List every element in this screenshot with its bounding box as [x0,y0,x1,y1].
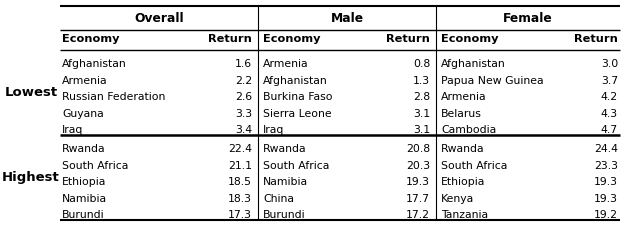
Text: Rwanda: Rwanda [62,144,106,154]
Text: Lowest: Lowest [4,86,58,99]
Text: Armenia: Armenia [441,92,486,102]
Text: Kenya: Kenya [441,193,475,203]
Text: Ethiopia: Ethiopia [441,177,485,187]
Text: Burundi: Burundi [263,210,305,220]
Text: 21.1: 21.1 [228,161,252,171]
Text: 1.6: 1.6 [235,59,252,69]
Text: Iraq: Iraq [263,125,284,135]
Text: Economy: Economy [62,34,120,44]
Text: Armenia: Armenia [263,59,309,69]
Text: 19.3: 19.3 [406,177,430,187]
Text: Iraq: Iraq [62,125,83,135]
Text: Russian Federation: Russian Federation [62,92,165,102]
Text: Overall: Overall [134,12,184,26]
Text: 18.5: 18.5 [228,177,252,187]
Text: Female: Female [503,12,553,26]
Text: 4.7: 4.7 [601,125,618,135]
Text: Armenia: Armenia [62,76,108,86]
Text: 3.0: 3.0 [601,59,618,69]
Text: Burundi: Burundi [62,210,105,220]
Text: Afghanistan: Afghanistan [441,59,506,69]
Text: 19.2: 19.2 [594,210,618,220]
Text: 3.1: 3.1 [413,125,430,135]
Text: Burkina Faso: Burkina Faso [263,92,332,102]
Text: Belarus: Belarus [441,109,482,119]
Text: 23.3: 23.3 [594,161,618,171]
Text: Economy: Economy [441,34,498,44]
Text: Rwanda: Rwanda [263,144,307,154]
Text: 19.3: 19.3 [594,193,618,203]
Text: 3.7: 3.7 [601,76,618,86]
Text: 17.7: 17.7 [406,193,430,203]
Text: Namibia: Namibia [62,193,107,203]
Text: Highest: Highest [2,171,60,184]
Text: South Africa: South Africa [263,161,329,171]
Text: 0.8: 0.8 [413,59,430,69]
Text: Return: Return [386,34,430,44]
Text: 24.4: 24.4 [594,144,618,154]
Text: 2.6: 2.6 [235,92,252,102]
Text: China: China [263,193,294,203]
Text: 20.3: 20.3 [406,161,430,171]
Text: Rwanda: Rwanda [441,144,485,154]
Text: Economy: Economy [263,34,321,44]
Text: 20.8: 20.8 [406,144,430,154]
Text: 2.8: 2.8 [413,92,430,102]
Text: 17.3: 17.3 [228,210,252,220]
Text: Cambodia: Cambodia [441,125,496,135]
Text: Return: Return [574,34,618,44]
Text: 1.3: 1.3 [413,76,430,86]
Text: Afghanistan: Afghanistan [62,59,126,69]
Text: 17.2: 17.2 [406,210,430,220]
Text: Papua New Guinea: Papua New Guinea [441,76,543,86]
Text: 4.3: 4.3 [601,109,618,119]
Text: Namibia: Namibia [263,177,308,187]
Text: Return: Return [208,34,252,44]
Text: Tanzania: Tanzania [441,210,488,220]
Text: 4.2: 4.2 [601,92,618,102]
Text: South Africa: South Africa [62,161,128,171]
Text: 3.1: 3.1 [413,109,430,119]
Text: 2.2: 2.2 [235,76,252,86]
Text: 22.4: 22.4 [228,144,252,154]
Text: 19.3: 19.3 [594,177,618,187]
Text: 18.3: 18.3 [228,193,252,203]
Text: Ethiopia: Ethiopia [62,177,106,187]
Text: Afghanistan: Afghanistan [263,76,328,86]
Text: 3.3: 3.3 [235,109,252,119]
Text: Sierra Leone: Sierra Leone [263,109,332,119]
Text: Guyana: Guyana [62,109,104,119]
Text: Male: Male [331,12,364,26]
Text: South Africa: South Africa [441,161,508,171]
Text: 3.4: 3.4 [235,125,252,135]
